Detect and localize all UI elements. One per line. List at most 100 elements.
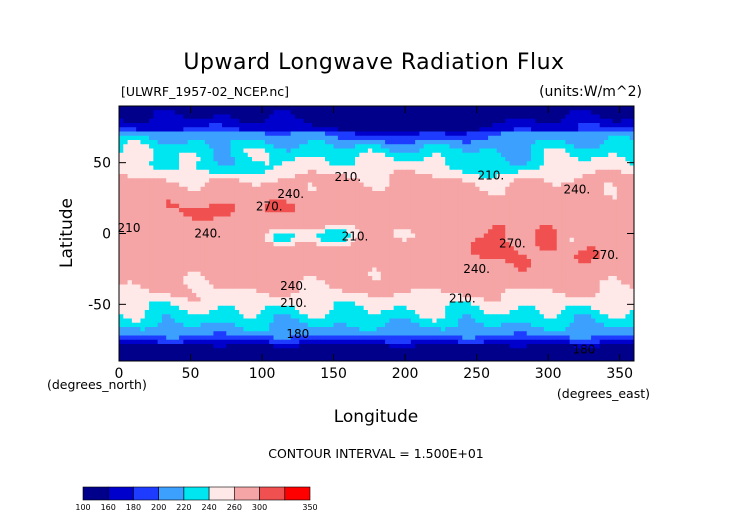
heatmap-cell xyxy=(144,203,150,209)
heatmap-cell xyxy=(346,216,352,222)
heatmap-cell xyxy=(380,161,386,166)
heatmap-cell xyxy=(119,123,124,128)
heatmap-cell xyxy=(565,233,571,239)
heatmap-cell xyxy=(380,212,386,217)
heatmap-cell xyxy=(149,178,154,183)
heatmap-cell xyxy=(578,127,583,132)
heatmap-cell xyxy=(209,182,214,188)
heatmap-cell xyxy=(346,259,352,264)
heatmap-cell xyxy=(247,246,253,251)
heatmap-cell xyxy=(603,195,609,200)
heatmap-cell xyxy=(423,225,429,230)
heatmap-cell xyxy=(119,165,124,171)
heatmap-cell xyxy=(406,169,412,175)
heatmap-cell xyxy=(282,246,287,251)
heatmap-cell xyxy=(226,135,232,141)
heatmap-cell xyxy=(436,225,442,230)
heatmap-cell xyxy=(621,271,626,277)
heatmap-cell xyxy=(578,135,583,141)
heatmap-cell xyxy=(470,152,476,158)
heatmap-cell xyxy=(174,229,180,234)
heatmap-cell xyxy=(282,165,287,171)
heatmap-cell xyxy=(629,237,634,243)
heatmap-cell xyxy=(513,182,519,188)
heatmap-cell xyxy=(376,135,382,141)
heatmap-cell xyxy=(440,276,446,281)
heatmap-cell xyxy=(397,161,403,166)
heatmap-cell xyxy=(183,123,189,128)
heatmap-cell xyxy=(509,259,515,264)
heatmap-cell xyxy=(187,157,193,162)
heatmap-cell xyxy=(153,246,159,251)
heatmap-cell xyxy=(500,208,506,213)
heatmap-cell xyxy=(531,212,536,217)
heatmap-cell xyxy=(294,208,300,213)
heatmap-cell xyxy=(282,169,287,175)
heatmap-cell xyxy=(565,195,571,200)
heatmap-cell xyxy=(325,220,330,226)
heatmap-cell xyxy=(329,144,335,149)
heatmap-cell xyxy=(616,216,622,222)
heatmap-cell xyxy=(123,267,129,273)
heatmap-cell xyxy=(299,182,305,188)
heatmap-cell xyxy=(565,157,571,162)
heatmap-cell xyxy=(539,186,545,192)
heatmap-cell xyxy=(316,263,322,268)
heatmap-cell xyxy=(488,106,493,111)
heatmap-cell xyxy=(363,148,369,154)
heatmap-cell xyxy=(406,250,412,256)
heatmap-cell xyxy=(483,118,489,124)
heatmap-cell xyxy=(432,280,438,285)
heatmap-cell xyxy=(428,263,433,268)
heatmap-cell xyxy=(393,250,399,256)
heatmap-cell xyxy=(509,212,515,217)
heatmap-cell xyxy=(629,225,634,230)
heatmap-cell xyxy=(166,191,171,196)
heatmap-cell xyxy=(230,199,236,205)
heatmap-cell xyxy=(320,212,326,217)
heatmap-cell xyxy=(479,208,485,213)
heatmap-cell xyxy=(252,208,257,213)
heatmap-cell xyxy=(282,216,287,222)
heatmap-cell xyxy=(131,216,137,222)
heatmap-cell xyxy=(149,110,154,115)
heatmap-cell xyxy=(449,254,455,260)
heatmap-cell xyxy=(136,246,141,251)
heatmap-cell xyxy=(612,157,618,162)
heatmap-cell xyxy=(578,216,583,222)
heatmap-cell xyxy=(453,203,459,209)
heatmap-cell xyxy=(179,203,184,209)
heatmap-cell xyxy=(243,203,249,209)
heatmap-cell xyxy=(273,246,279,251)
heatmap-cell xyxy=(136,208,141,213)
heatmap-cell xyxy=(269,135,274,141)
heatmap-cell xyxy=(500,233,506,239)
heatmap-cell xyxy=(329,182,335,188)
heatmap-cell xyxy=(518,174,523,179)
heatmap-cell xyxy=(367,263,373,268)
heatmap-cell xyxy=(578,165,583,171)
heatmap-cell xyxy=(312,229,317,234)
heatmap-cell xyxy=(603,182,609,188)
heatmap-cell xyxy=(363,254,369,260)
heatmap-cell xyxy=(290,271,296,277)
heatmap-cell xyxy=(543,225,549,230)
heatmap-cell xyxy=(531,135,536,141)
heatmap-cell xyxy=(505,199,511,205)
heatmap-cell xyxy=(367,118,373,124)
heatmap-cell xyxy=(161,208,167,213)
heatmap-cell xyxy=(269,165,274,171)
heatmap-cell xyxy=(445,123,450,128)
heatmap-cell xyxy=(548,140,553,145)
heatmap-cell xyxy=(573,267,579,273)
heatmap-cell xyxy=(166,169,171,175)
heatmap-cell xyxy=(174,165,180,171)
heatmap-cell xyxy=(462,165,468,171)
heatmap-cell xyxy=(282,229,287,234)
heatmap-cell xyxy=(453,220,459,226)
heatmap-cell xyxy=(196,225,202,230)
heatmap-cell xyxy=(350,114,356,120)
heatmap-cell xyxy=(470,233,476,239)
heatmap-cell xyxy=(119,220,124,226)
heatmap-cell xyxy=(492,237,498,243)
